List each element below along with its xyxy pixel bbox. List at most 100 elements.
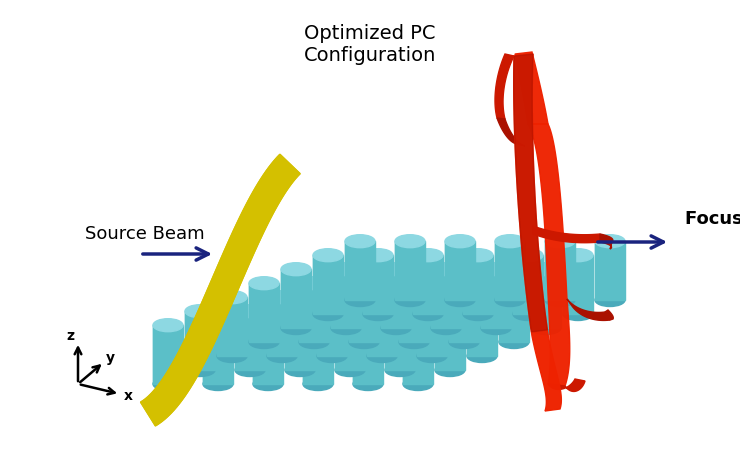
Polygon shape xyxy=(303,325,333,384)
Polygon shape xyxy=(317,297,347,356)
Ellipse shape xyxy=(545,293,575,307)
Polygon shape xyxy=(217,297,247,356)
Ellipse shape xyxy=(499,336,529,348)
Polygon shape xyxy=(413,255,443,314)
Ellipse shape xyxy=(435,305,465,318)
Polygon shape xyxy=(417,297,447,356)
Ellipse shape xyxy=(413,308,443,320)
Polygon shape xyxy=(463,255,493,314)
Ellipse shape xyxy=(235,364,265,376)
Polygon shape xyxy=(514,54,548,332)
Polygon shape xyxy=(567,299,610,320)
Polygon shape xyxy=(605,310,613,320)
Ellipse shape xyxy=(335,305,365,318)
Polygon shape xyxy=(313,255,343,314)
Ellipse shape xyxy=(235,305,265,318)
Ellipse shape xyxy=(531,321,561,335)
Polygon shape xyxy=(545,241,575,300)
Polygon shape xyxy=(141,155,300,426)
Polygon shape xyxy=(385,311,415,370)
Polygon shape xyxy=(185,311,215,370)
Polygon shape xyxy=(381,269,411,328)
Ellipse shape xyxy=(249,277,279,290)
Ellipse shape xyxy=(345,235,375,248)
Ellipse shape xyxy=(431,321,461,335)
Ellipse shape xyxy=(463,249,493,262)
Ellipse shape xyxy=(445,293,475,307)
Polygon shape xyxy=(495,54,514,119)
Ellipse shape xyxy=(381,263,411,276)
Ellipse shape xyxy=(467,291,497,304)
Ellipse shape xyxy=(267,291,297,304)
Text: Optimized PC
Configuration: Optimized PC Configuration xyxy=(304,24,436,65)
Polygon shape xyxy=(203,325,233,384)
Ellipse shape xyxy=(313,308,343,320)
Ellipse shape xyxy=(435,364,465,376)
Polygon shape xyxy=(299,283,329,342)
Ellipse shape xyxy=(313,249,343,262)
Polygon shape xyxy=(533,226,600,243)
Ellipse shape xyxy=(249,336,279,348)
Polygon shape xyxy=(235,311,265,370)
Ellipse shape xyxy=(335,364,365,376)
Ellipse shape xyxy=(299,336,329,348)
Polygon shape xyxy=(345,241,375,300)
Polygon shape xyxy=(353,325,383,384)
Ellipse shape xyxy=(481,263,511,276)
Ellipse shape xyxy=(363,308,393,320)
Ellipse shape xyxy=(353,319,383,332)
Ellipse shape xyxy=(303,377,333,391)
Polygon shape xyxy=(449,283,479,342)
Ellipse shape xyxy=(531,263,561,276)
Text: z: z xyxy=(66,329,74,343)
Polygon shape xyxy=(499,283,529,342)
Ellipse shape xyxy=(303,319,333,332)
Polygon shape xyxy=(267,297,297,356)
Ellipse shape xyxy=(299,277,329,290)
Ellipse shape xyxy=(353,377,383,391)
Ellipse shape xyxy=(253,377,283,391)
Ellipse shape xyxy=(185,305,215,318)
Ellipse shape xyxy=(153,377,183,391)
Polygon shape xyxy=(153,325,183,384)
Ellipse shape xyxy=(417,291,447,304)
Ellipse shape xyxy=(385,305,415,318)
Ellipse shape xyxy=(449,336,479,348)
Ellipse shape xyxy=(185,364,215,376)
Polygon shape xyxy=(497,118,525,146)
Ellipse shape xyxy=(513,308,543,320)
Polygon shape xyxy=(331,269,361,328)
Ellipse shape xyxy=(281,321,311,335)
Ellipse shape xyxy=(349,336,379,348)
Polygon shape xyxy=(531,269,561,328)
Ellipse shape xyxy=(267,349,297,363)
Ellipse shape xyxy=(545,235,575,248)
Ellipse shape xyxy=(449,277,479,290)
Ellipse shape xyxy=(281,263,311,276)
Ellipse shape xyxy=(399,277,429,290)
Ellipse shape xyxy=(317,349,347,363)
Ellipse shape xyxy=(285,305,315,318)
Ellipse shape xyxy=(595,293,625,307)
Polygon shape xyxy=(431,269,461,328)
Polygon shape xyxy=(515,52,548,124)
Ellipse shape xyxy=(395,235,425,248)
Text: y: y xyxy=(106,351,115,365)
Ellipse shape xyxy=(331,263,361,276)
Ellipse shape xyxy=(395,293,425,307)
Ellipse shape xyxy=(499,277,529,290)
Polygon shape xyxy=(528,124,570,386)
Ellipse shape xyxy=(481,321,511,335)
Ellipse shape xyxy=(595,235,625,248)
Ellipse shape xyxy=(463,308,493,320)
Ellipse shape xyxy=(495,235,525,248)
Polygon shape xyxy=(253,325,283,384)
Text: x: x xyxy=(124,389,132,403)
Polygon shape xyxy=(481,269,511,328)
Polygon shape xyxy=(395,241,425,300)
Text: Source Beam: Source Beam xyxy=(85,225,205,243)
Polygon shape xyxy=(513,255,543,314)
Polygon shape xyxy=(367,297,397,356)
Ellipse shape xyxy=(399,336,429,348)
Ellipse shape xyxy=(403,319,433,332)
